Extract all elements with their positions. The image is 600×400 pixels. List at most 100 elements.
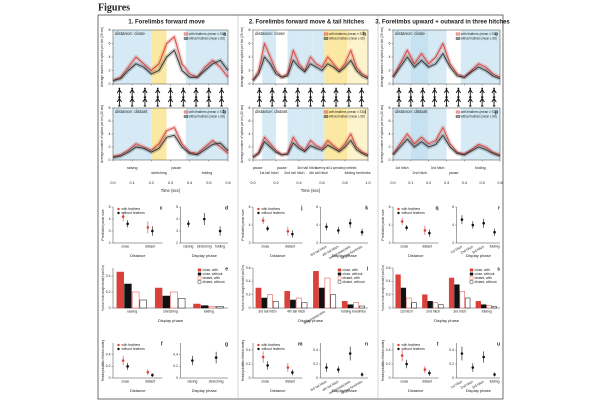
- y-tick-label: 0.4: [246, 348, 251, 352]
- y-tick-label: 4: [249, 223, 251, 227]
- y-axis-label: Predicted probabilities of threshold rea…: [241, 340, 245, 381]
- point: [266, 227, 269, 230]
- point: [493, 230, 496, 234]
- point: [482, 221, 485, 225]
- legend-swatch: [257, 211, 260, 215]
- legend-label: without feathers (mean ± SD): [461, 114, 497, 118]
- pose-icon: [144, 96, 146, 99]
- y-tick-label: 0.2: [386, 362, 391, 366]
- pose-icon: [433, 87, 436, 90]
- y-tick-label: 0: [109, 376, 111, 380]
- series-line: [112, 36, 229, 82]
- x-tick-label: stretching: [197, 244, 212, 248]
- pose-icon: [169, 87, 172, 90]
- x-tick-label: folding: [490, 244, 500, 248]
- phase-shading: [276, 108, 288, 160]
- bar: [261, 297, 268, 309]
- series-line: [252, 133, 369, 158]
- legend-swatch: [117, 211, 120, 215]
- panel-letter: n: [365, 341, 368, 347]
- phase-label: pause: [277, 166, 287, 170]
- y-tick-label: 8: [389, 28, 391, 32]
- point: [423, 368, 427, 371]
- legend-swatch: [183, 110, 189, 114]
- phase-shading: [410, 108, 429, 160]
- panel-label: distance: distant: [115, 109, 148, 114]
- bar: [290, 299, 296, 309]
- x-axis-label: Time (sec): [301, 188, 321, 193]
- y-tick-label: 4: [316, 223, 318, 227]
- bar: [448, 277, 455, 309]
- phase-shading: [428, 108, 447, 160]
- y-tick-label: 0: [389, 306, 391, 310]
- pose-icon: [420, 88, 426, 98]
- y-axis-label: Predicted peak size: [101, 209, 105, 240]
- legend-label: without feathers (mean ± SD): [189, 36, 225, 40]
- bar: [475, 301, 481, 309]
- legend-label: close, without: [343, 272, 363, 276]
- panel-letter: d: [225, 205, 228, 211]
- legend-swatch: [257, 343, 260, 347]
- x-tick-label: 0.0: [110, 181, 115, 185]
- y-axis-label: Predicted probabilities of threshold rea…: [101, 340, 105, 381]
- pose-icon: [445, 87, 448, 90]
- phase-shading: [410, 30, 429, 84]
- bar: [177, 298, 186, 309]
- phase-shading: [113, 108, 152, 160]
- phase-label: 1st hitch: [395, 166, 408, 170]
- x-axis-label: Display phase: [158, 318, 184, 323]
- phase-label: lowering tail & spreading forelimbs: [315, 166, 357, 170]
- point: [266, 364, 269, 367]
- pose-icon: [347, 96, 350, 99]
- x-tick-label: stretching: [163, 309, 178, 313]
- pose-icon: [322, 87, 325, 90]
- point: [400, 354, 404, 357]
- pose-icon: [207, 96, 210, 99]
- panel-letter: q: [435, 205, 438, 211]
- panel-label: distance: close: [255, 31, 285, 36]
- x-axis-label: Distance: [130, 388, 146, 393]
- bar: [255, 287, 262, 309]
- panel-letter: m: [298, 341, 303, 347]
- panel-letter: a: [223, 31, 226, 37]
- pose-icon: [295, 88, 301, 98]
- pose-icon: [493, 87, 495, 90]
- x-tick-label: 0.2: [426, 181, 431, 185]
- y-tick-label: 0.4: [106, 353, 111, 357]
- x-axis-label: Display phase: [332, 388, 358, 393]
- y-tick-label: 6: [249, 119, 251, 123]
- y-axis-label: Predicted probabilities of threshold rea…: [381, 340, 385, 381]
- pose-icon: [408, 88, 414, 98]
- bar: [481, 304, 487, 309]
- legend-swatch: [455, 115, 461, 118]
- legend-label: with feathers: [262, 207, 281, 211]
- pose-icon: [347, 87, 350, 90]
- y-tick-label: 6: [249, 205, 251, 209]
- bar: [359, 305, 365, 309]
- y-axis-label: Average number of spikes per bin (20 ms): [380, 105, 384, 163]
- pose-icon: [129, 97, 135, 107]
- pose-icon: [309, 96, 312, 99]
- pose-icon: [269, 88, 275, 98]
- pose-icon: [493, 96, 495, 99]
- pose-icon: [206, 88, 212, 98]
- point: [291, 371, 294, 374]
- legend-swatch: [397, 211, 400, 215]
- bar: [208, 306, 216, 309]
- y-tick-label: 0.6: [246, 266, 251, 270]
- y-tick-label: 8: [109, 106, 111, 110]
- legend-swatch: [337, 272, 342, 276]
- legend-label: close, with: [203, 268, 219, 272]
- y-tick-label: 2: [249, 68, 251, 72]
- x-tick-label: 3rd hitch: [471, 245, 484, 255]
- y-axis-label: Proportion of records reaching the thres…: [101, 265, 105, 311]
- phase-label: raising: [127, 166, 138, 170]
- x-axis-label: Distance: [408, 253, 424, 258]
- y-axis-label: Proportion of records reaching the thres…: [381, 265, 385, 311]
- x-tick-label: stretching: [209, 379, 224, 383]
- legend-swatch: [257, 347, 260, 351]
- panel-letter: j: [300, 205, 303, 211]
- legend-swatch: [455, 110, 461, 114]
- series-line: [392, 43, 501, 78]
- point: [482, 355, 485, 359]
